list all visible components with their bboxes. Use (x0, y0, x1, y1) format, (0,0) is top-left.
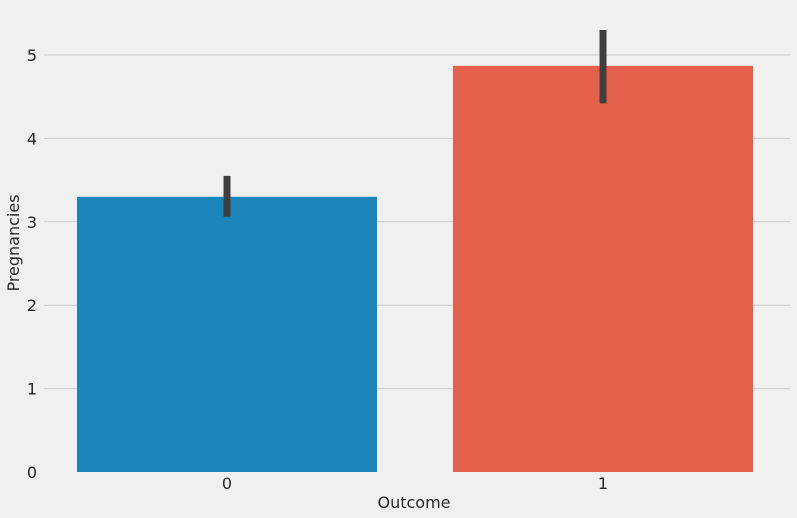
y-tick-label: 4 (27, 129, 37, 148)
bars (77, 65, 753, 472)
error-bars (223, 29, 607, 217)
x-tick-label: 1 (598, 474, 608, 493)
x-tick-label: 0 (222, 474, 232, 493)
y-tick-label: 2 (27, 296, 37, 315)
y-tick-label: 1 (27, 380, 37, 399)
bar-0 (77, 196, 377, 472)
y-tick-label: 5 (27, 46, 37, 65)
x-axis-label: Outcome (377, 493, 450, 512)
bar-1 (453, 65, 753, 472)
y-axis-ticks: 0 1 2 3 4 5 (27, 46, 37, 482)
y-tick-label: 3 (27, 213, 37, 232)
y-tick-label: 0 (27, 463, 37, 482)
y-axis-label: Pregnancies (4, 194, 23, 291)
